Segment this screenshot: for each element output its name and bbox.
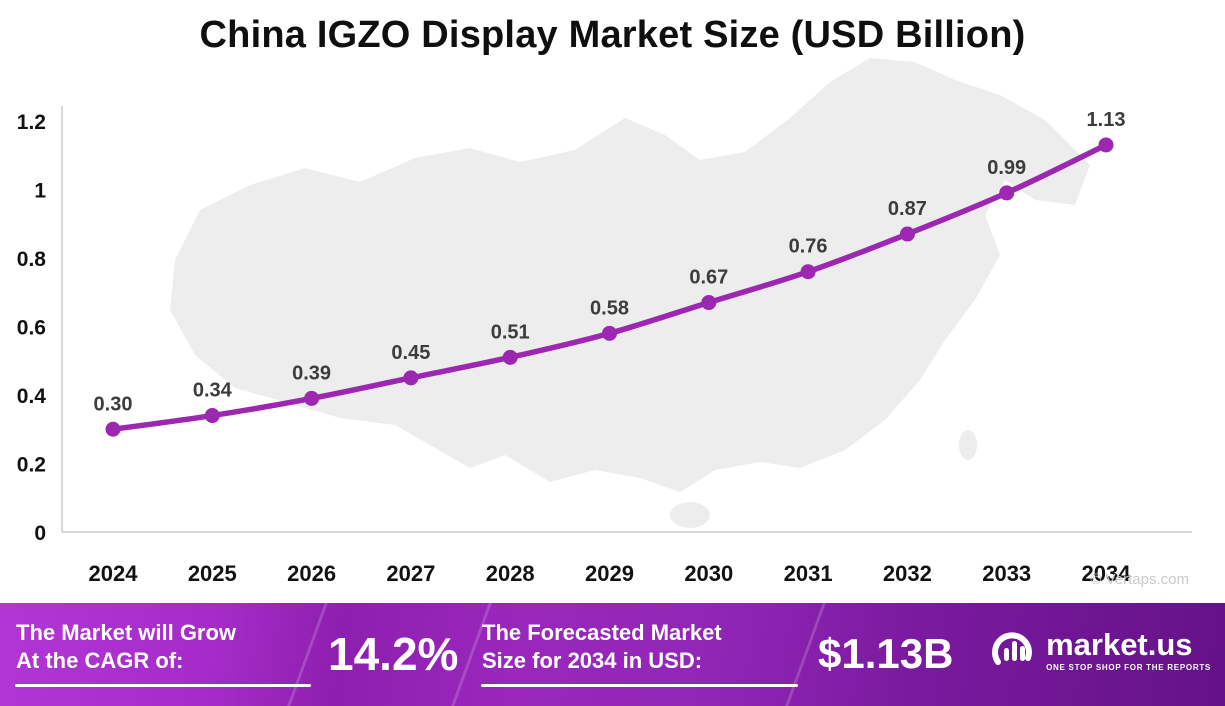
y-axis-tick-label: 1.2: [17, 111, 46, 134]
forecast-label-line1: The Forecasted Market: [482, 620, 722, 645]
x-axis-tick-label: 2024: [89, 561, 139, 586]
y-axis-tick-label: 1: [34, 180, 46, 203]
market-us-logo-icon: [992, 632, 1033, 665]
forecast-value: $1.13B: [818, 630, 954, 677]
x-axis-tick-label: 2034: [1082, 561, 1132, 586]
data-point-label: 0.67: [689, 267, 728, 289]
cagr-label-line2: At the CAGR of:: [16, 648, 184, 673]
market-us-logo-text: market.us ONE STOP SHOP FOR THE REPORTS: [1046, 626, 1211, 672]
y-axis-tick-label: 0: [34, 522, 46, 545]
line-chart: 0 0.2 0.4 0.6 0.8 1 1.2 2024 2025 2026 2027 2028 202…: [17, 58, 1192, 586]
data-point-label: 0.76: [789, 236, 828, 258]
cagr-underline: [15, 684, 311, 687]
data-point: [105, 421, 121, 437]
x-axis-tick-label: 2032: [883, 561, 932, 586]
data-point: [304, 390, 320, 406]
x-axis-tick-label: 2029: [585, 561, 634, 586]
data-point-label: 0.30: [94, 393, 133, 415]
data-point: [701, 295, 717, 311]
x-axis-tick-label: 2025: [188, 561, 237, 586]
data-point-label: 0.87: [888, 198, 927, 220]
forecast-label-line2: Size for 2034 in USD:: [482, 648, 703, 673]
y-axis-tick-label: 0.6: [17, 317, 46, 340]
data-point: [204, 408, 220, 424]
y-axis-tick-label: 0.8: [17, 248, 47, 271]
taiwan-island-silhouette: [959, 430, 977, 460]
cagr-value: 14.2%: [328, 628, 459, 680]
watermark: © Vertaps.com: [1090, 571, 1189, 588]
data-point: [602, 325, 617, 341]
x-axis-tick-label: 2033: [982, 561, 1031, 586]
data-point: [999, 185, 1015, 201]
forecast-label: The Forecasted Market Size for 2034 in U…: [482, 619, 722, 675]
data-point-label: 0.34: [193, 380, 233, 402]
data-point-label: 0.51: [491, 321, 530, 343]
x-axis-tick-label: 2028: [486, 561, 535, 586]
x-axis-tick-label: 2027: [386, 561, 435, 586]
hainan-island-silhouette: [670, 502, 710, 528]
brand-tagline: ONE STOP SHOP FOR THE REPORTS: [1046, 662, 1211, 672]
data-point: [899, 226, 915, 242]
footer-banner: The Market will Grow At the CAGR of: 14.…: [0, 597, 1225, 706]
brand-name: market.us: [1046, 626, 1193, 662]
x-axis-tick-label: 2026: [287, 561, 336, 586]
x-axis-tick-label: 2030: [684, 561, 733, 586]
y-axis-tick-label: 0.2: [17, 454, 46, 477]
y-axis-tick-label: 0.4: [17, 385, 47, 408]
data-point: [502, 349, 518, 365]
forecast-underline: [481, 684, 798, 687]
data-point-label: 1.13: [1087, 109, 1126, 131]
data-point: [403, 370, 419, 386]
cagr-label: The Market will Grow At the CAGR of:: [16, 619, 236, 675]
data-point: [1098, 137, 1114, 153]
data-point-label: 0.99: [987, 157, 1026, 179]
cagr-label-line1: The Market will Grow: [16, 620, 237, 645]
market-us-logo: market.us ONE STOP SHOP FOR THE REPORTS: [990, 628, 1211, 672]
data-point-label: 0.39: [292, 362, 331, 384]
data-point-label: 0.45: [391, 342, 430, 364]
data-point: [800, 264, 816, 280]
data-point-label: 0.58: [590, 297, 629, 319]
chart-title: China IGZO Display Market Size (USD Bill…: [199, 14, 1026, 56]
x-axis-tick-label: 2031: [784, 561, 833, 586]
china-map-silhouette: [170, 58, 1090, 492]
banner-divider: [285, 597, 330, 706]
